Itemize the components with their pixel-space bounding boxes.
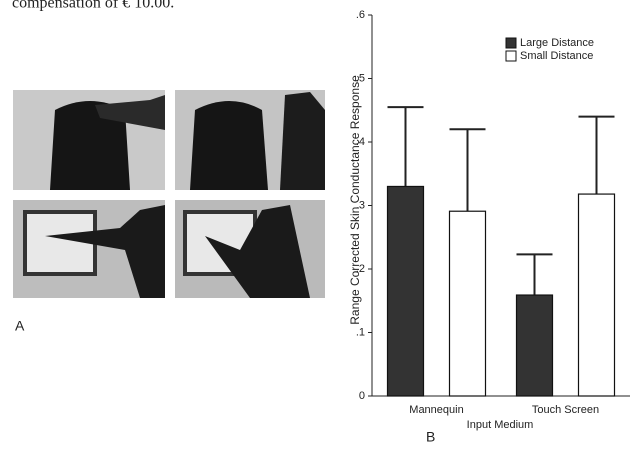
bar — [386, 185, 425, 397]
photo-monitor — [23, 210, 97, 276]
photo-arm — [45, 205, 165, 298]
body-text: compensation of € 10.00. — [12, 0, 174, 12]
legend-swatch — [505, 37, 517, 49]
x-tick-label: Mannequin — [409, 404, 463, 416]
photo-figure — [190, 101, 268, 190]
y-tick-label: .1 — [356, 326, 365, 338]
y-tick-label: .2 — [356, 263, 365, 275]
legend-label: Large Distance — [520, 37, 594, 49]
y-tick-label: .4 — [356, 136, 365, 148]
y-tick-label: 0 — [359, 390, 365, 402]
y-tick-label: .3 — [356, 199, 365, 211]
x-tick-label: Touch Screen — [532, 404, 599, 416]
panel-label: A — [15, 318, 25, 334]
bar — [448, 210, 487, 397]
photo-person — [280, 92, 325, 190]
y-tick-label: .6 — [356, 9, 365, 21]
photo-arm — [95, 95, 165, 130]
panel-label: B — [426, 429, 435, 445]
photo-grid — [13, 90, 325, 298]
x-axis-label: Input Medium — [467, 419, 534, 431]
legend-label: Small Distance — [520, 50, 593, 62]
bar — [515, 294, 554, 397]
photo-person — [205, 205, 310, 298]
legend-swatch — [505, 50, 517, 62]
bar — [577, 193, 616, 397]
y-axis-label: Range Corrected Skin Conductance Respons… — [348, 75, 362, 325]
photo-figure — [50, 101, 130, 190]
y-tick-label: .5 — [356, 72, 365, 84]
